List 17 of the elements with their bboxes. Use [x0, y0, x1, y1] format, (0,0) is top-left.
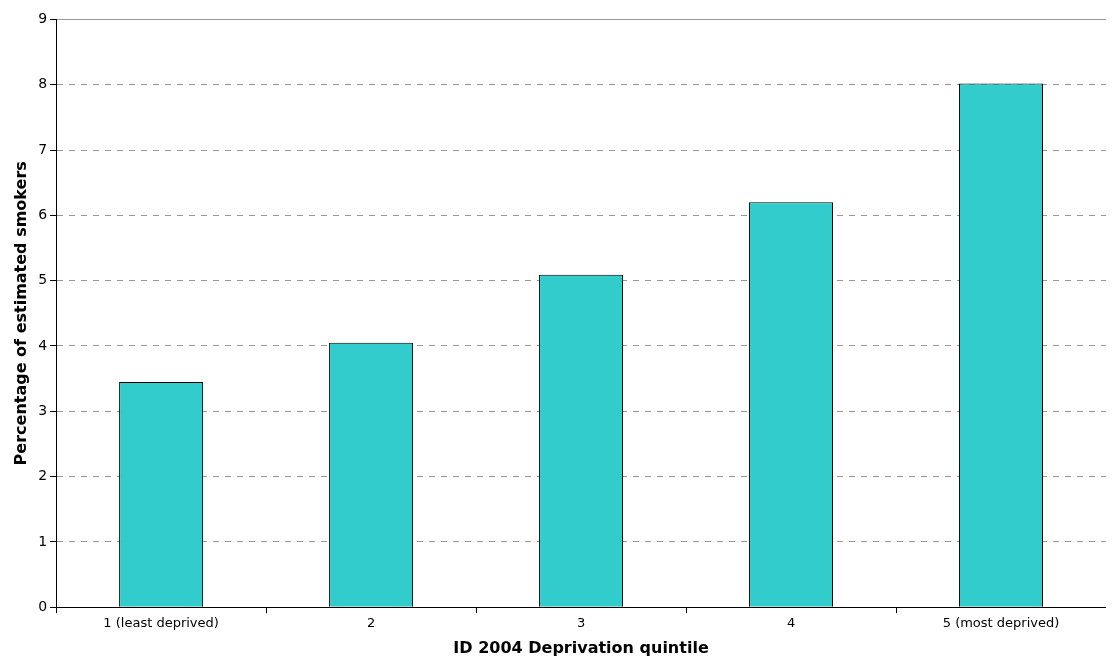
y-tick-label: 0: [38, 597, 48, 614]
y-tick-label: 1: [38, 532, 48, 549]
y-tick-label: 5: [38, 271, 48, 288]
x-tick-label: 1 (least deprived): [103, 615, 219, 631]
x-tick-label: 2: [366, 615, 376, 631]
y-axis-title: Percentage of estimated smokers: [10, 161, 30, 466]
y-tick-label: 8: [38, 75, 48, 92]
y-tick-label: 3: [38, 401, 48, 418]
y-tick-label: 6: [38, 205, 48, 222]
x-axis-title: ID 2004 Deprivation quintile: [453, 637, 709, 657]
y-tick-label: 2: [38, 467, 48, 484]
x-tick-label: 4: [786, 615, 796, 631]
y-tick-label: 7: [38, 140, 48, 157]
x-tick-label: 3: [576, 615, 586, 631]
y-tick-label: 9: [38, 10, 48, 27]
x-tick-label: 5 (most deprived): [942, 615, 1060, 631]
y-tick-label: 4: [38, 336, 48, 353]
